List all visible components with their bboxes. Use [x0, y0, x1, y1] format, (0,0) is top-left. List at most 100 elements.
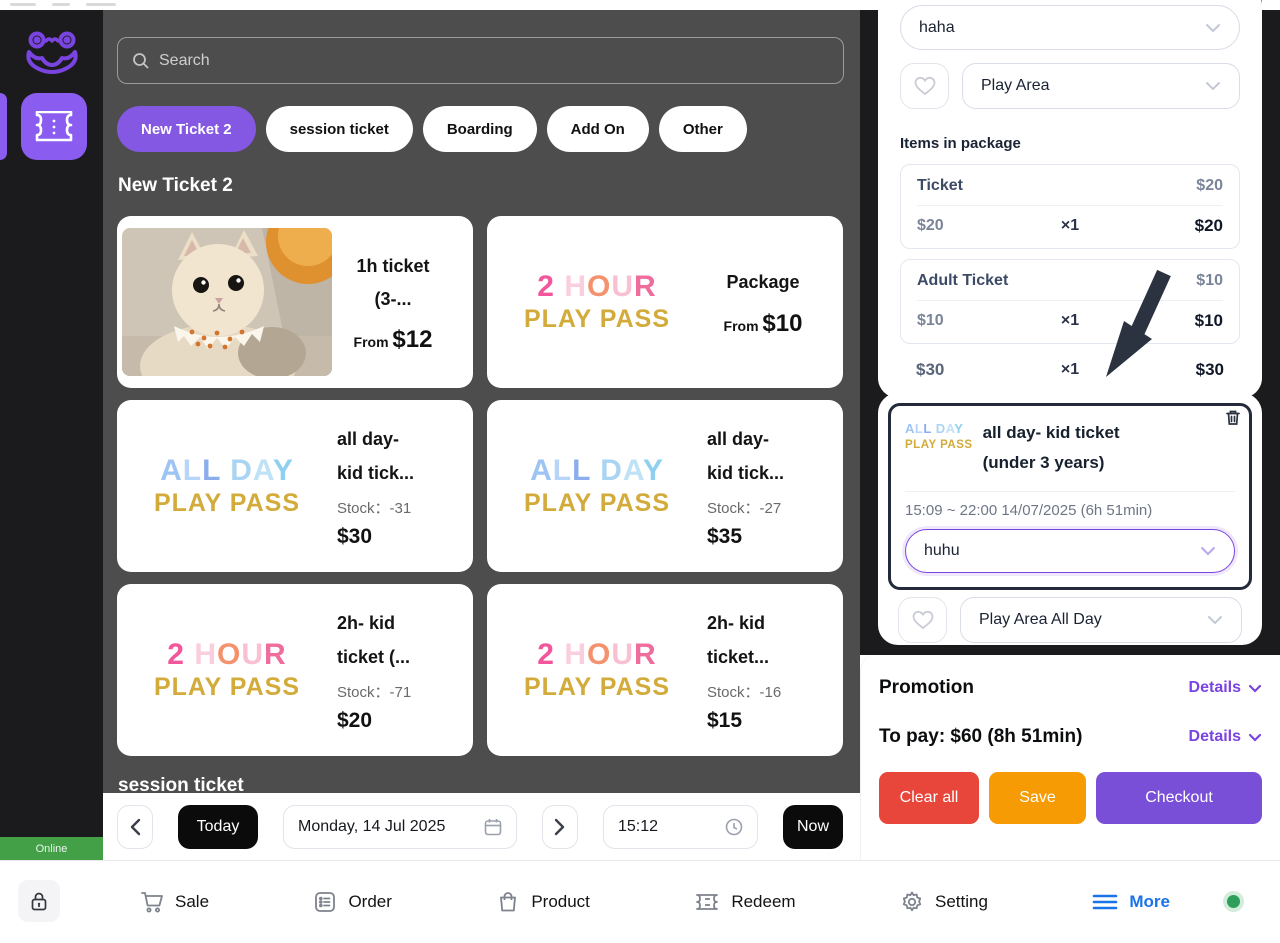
item-time-range: 15:09 ~ 22:00 14/07/2025 (6h 51min) [905, 501, 1153, 519]
hamburger-icon [1093, 894, 1118, 910]
prev-day-button[interactable] [117, 804, 153, 849]
note-select[interactable]: huhu [905, 528, 1235, 573]
product-price: $30 [337, 524, 373, 548]
item-qty: ×1 [1060, 217, 1080, 234]
package-subtotal-row: $30 ×1 $30 [900, 360, 1240, 380]
product-card-1h-ticket[interactable]: 1h ticket (3-... From $12 [117, 216, 473, 388]
product-title: 1h ticket (3-... [356, 255, 430, 309]
item-unit-price: $20 [917, 217, 944, 234]
promotion-heading: Promotion [879, 677, 974, 698]
date-value: Monday, 14 Jul 2025 [298, 817, 446, 835]
today-button[interactable]: Today [178, 804, 258, 849]
product-title: 2h- kid ticket... [707, 613, 770, 667]
search-input[interactable]: Search [117, 37, 844, 84]
divider [52, 3, 70, 6]
area-allday-select[interactable]: Play Area All Day [960, 596, 1242, 643]
area-select[interactable]: Play Area [962, 63, 1240, 109]
sidebar-item-tickets[interactable] [21, 93, 87, 160]
chevron-down-icon [1248, 733, 1262, 742]
calendar-icon [484, 818, 502, 835]
product-stock: Stock：-16 [707, 683, 782, 701]
nav-item-redeem[interactable]: Redeem [694, 891, 796, 913]
time-picker[interactable]: 15:12 [603, 804, 758, 849]
product-card-package[interactable]: 2 HOUR PLAY PASS Package From $10 [487, 216, 843, 388]
chevron-down-icon [1201, 546, 1215, 555]
promotion-details-link[interactable]: Details [1189, 679, 1262, 697]
item-unit-price: $10 [917, 312, 944, 329]
tab-add-on[interactable]: Add On [546, 106, 649, 152]
gear-icon [902, 891, 922, 912]
package-item-adult-ticket[interactable]: Adult Ticket $10 $10 ×1 $10 [900, 259, 1240, 344]
nav-item-sale[interactable]: Sale [140, 890, 209, 914]
online-status-badge: Online [0, 837, 103, 860]
nav-label: More [1129, 892, 1170, 911]
product-stock: Stock：-31 [337, 499, 412, 517]
details-label: Details [1188, 679, 1241, 696]
app-logo-frog-icon [24, 30, 80, 76]
sidebar-prev-item-peek[interactable] [0, 93, 7, 160]
favorite-button[interactable] [898, 596, 947, 643]
redeem-ticket-icon [696, 894, 719, 910]
delete-item-button[interactable] [1225, 409, 1241, 426]
items-in-package-heading: Items in package [900, 135, 1021, 152]
date-picker[interactable]: Monday, 14 Jul 2025 [283, 804, 517, 849]
subtotal-qty: ×1 [1060, 361, 1080, 378]
to-pay-details-link[interactable]: Details [1189, 728, 1262, 746]
tab-session-ticket[interactable]: session ticket [265, 106, 413, 152]
chevron-down-icon [1248, 684, 1262, 693]
save-button[interactable]: Save [989, 772, 1086, 824]
product-stock: Stock：-27 [707, 499, 782, 517]
favorite-button[interactable] [900, 63, 949, 109]
search-placeholder: Search [159, 51, 210, 69]
next-day-button[interactable] [542, 804, 578, 849]
cart-panel: haha Play Area Items in package Ticket $… [860, 0, 1280, 655]
product-card-allday-kid-1[interactable]: ALL DAY PLAY PASS all day- kid tick... S… [117, 400, 473, 572]
note-value: huhu [924, 541, 960, 559]
nav-item-more[interactable]: More [1092, 892, 1170, 912]
product-card-2h-kid-1[interactable]: 2 HOUR PLAY PASS 2h- kid ticket (... Sto… [117, 584, 473, 756]
nav-item-product[interactable]: Product [496, 890, 590, 914]
search-icon [133, 52, 149, 69]
category-tabs: New Ticket 2 session ticket Boarding Add… [117, 106, 747, 152]
item-title: all day- kid ticket (under 3 years) [982, 423, 1120, 472]
chevron-down-icon [1208, 615, 1222, 624]
product-price: From $12 [353, 326, 433, 354]
product-card-2h-kid-2[interactable]: 2 HOUR PLAY PASS 2h- kid ticket... Stock… [487, 584, 843, 756]
tab-new-ticket-2[interactable]: New Ticket 2 [117, 106, 256, 152]
subtotal-total: $30 [1195, 360, 1224, 379]
checkout-button[interactable]: Checkout [1096, 772, 1262, 824]
item-total: $20 [1194, 216, 1223, 235]
chevron-left-icon [130, 818, 141, 835]
subtotal-unit: $30 [916, 360, 945, 379]
item-name: Ticket [917, 177, 963, 194]
connection-status-dot [1227, 895, 1240, 908]
sidebar: Online [0, 10, 103, 860]
product-logo-2hour: 2 HOUR PLAY PASS [523, 638, 671, 701]
product-stock: Stock：-71 [337, 683, 412, 701]
divider [86, 3, 116, 6]
tab-boarding[interactable]: Boarding [422, 106, 537, 152]
bag-icon [500, 892, 517, 912]
product-card-allday-kid-2[interactable]: ALL DAY PLAY PASS all day- kid tick... S… [487, 400, 843, 572]
ticket-icon [35, 110, 73, 141]
clear-all-button[interactable]: Clear all [879, 772, 979, 824]
nav-item-setting[interactable]: Setting [900, 890, 988, 914]
product-logo-allday: ALL DAY PLAY PASS [153, 454, 301, 517]
to-pay-amount: To pay: $60 (8h 51min) [879, 726, 1083, 747]
checkout-panel: Promotion Details To pay: $60 (8h 51min)… [860, 655, 1280, 860]
product-grid: 1h ticket (3-... From $12 2 HOUR PLAY PA… [117, 216, 846, 756]
area-value: Play Area [981, 77, 1050, 94]
now-button[interactable]: Now [783, 804, 843, 849]
nav-item-order[interactable]: Order [313, 890, 392, 914]
tab-other[interactable]: Other [658, 106, 747, 152]
highlighted-cart-item[interactable]: ALL DAY PLAY PASS all day- kid ticket (u… [888, 403, 1252, 590]
package-item-ticket[interactable]: Ticket $20 $20 ×1 $20 [900, 164, 1240, 249]
item-total: $10 [1194, 311, 1223, 330]
customer-select[interactable]: haha [900, 5, 1240, 50]
clock-icon [725, 818, 743, 835]
product-price: $35 [707, 524, 743, 548]
divider [10, 3, 36, 6]
product-logo-2hour: 2 HOUR PLAY PASS [153, 638, 301, 701]
order-list-icon [315, 892, 336, 912]
lock-button[interactable] [18, 880, 60, 922]
